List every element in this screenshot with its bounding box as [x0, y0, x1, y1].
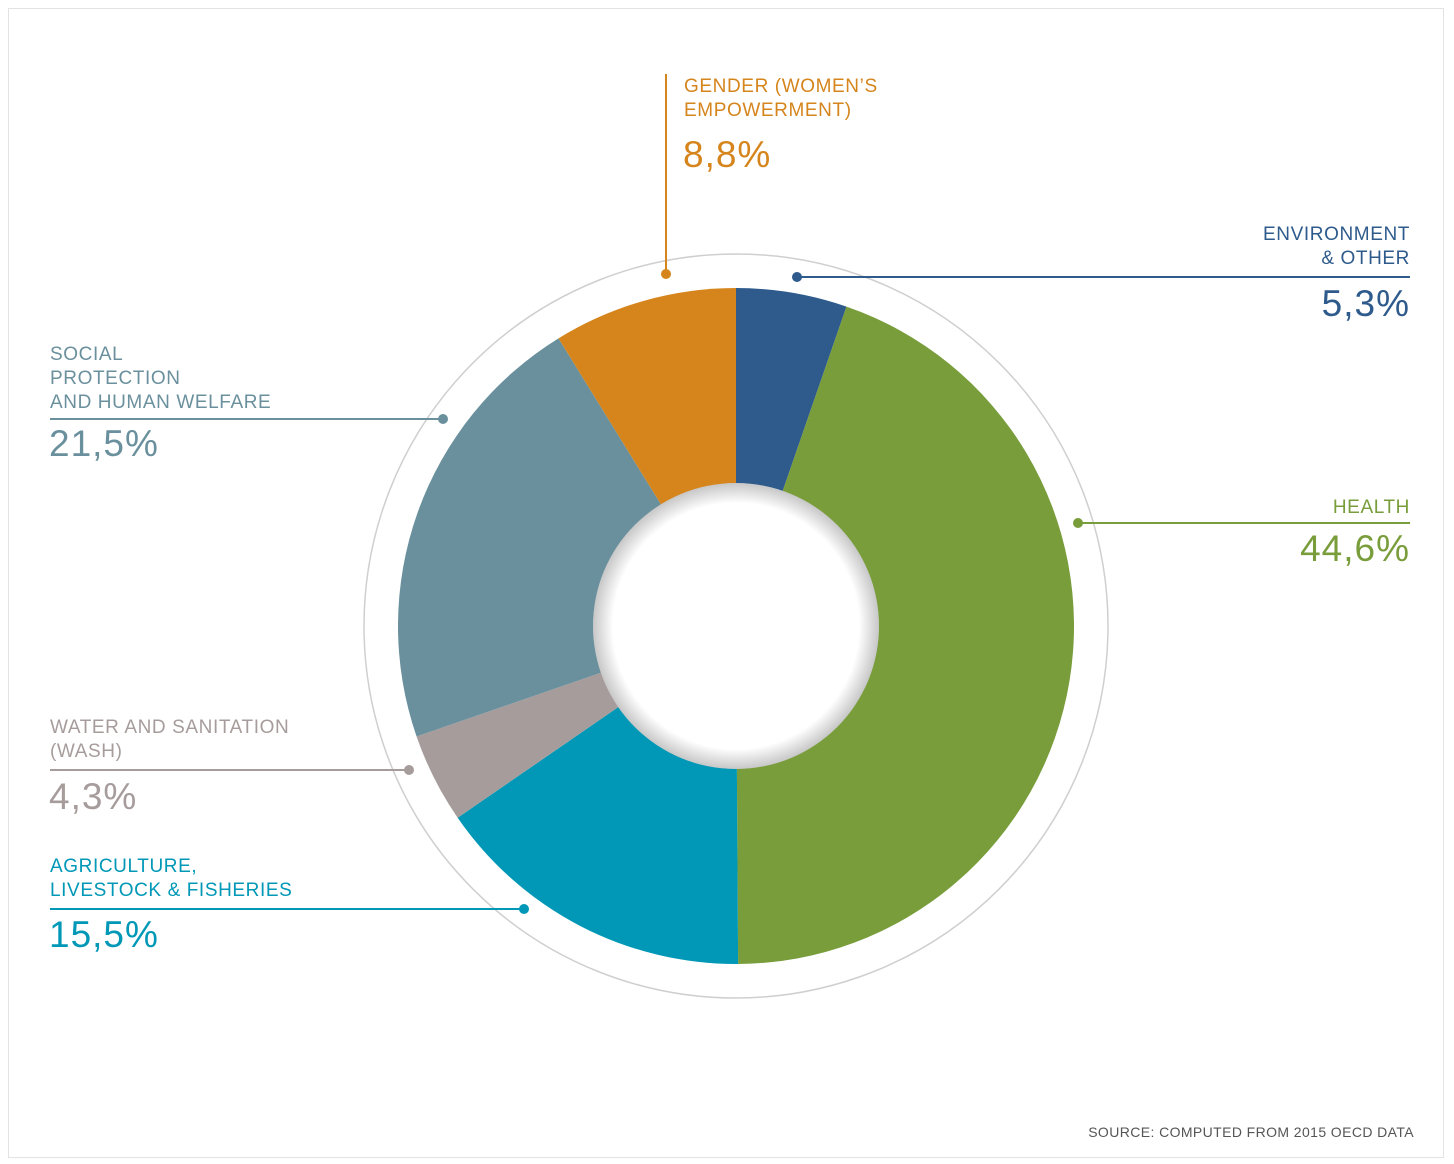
leader-dot-health — [1073, 518, 1083, 528]
label-environment: ENVIRONMENT & OTHER — [1263, 223, 1410, 271]
value-social: 21,5% — [49, 423, 159, 464]
value-agriculture: 15,5% — [49, 914, 159, 955]
label-social: SOCIAL PROTECTION AND HUMAN WELFARE — [50, 343, 271, 415]
label-health-line-1: HEALTH — [1332, 497, 1410, 518]
leader-dot-gender — [661, 269, 671, 279]
label-social-line-3: AND HUMAN WELFARE — [50, 392, 272, 413]
source-note: SOURCE: COMPUTED FROM 2015 OECD DATA — [1088, 1124, 1414, 1140]
leader-dot-environment — [792, 272, 802, 282]
label-water: WATER AND SANITATION (WASH) — [50, 716, 289, 764]
label-water-line-1: WATER AND SANITATION — [50, 717, 290, 738]
label-agriculture-line-1: AGRICULTURE, — [50, 856, 198, 877]
label-water-line-2: (WASH) — [50, 741, 123, 762]
leader-dot-water — [404, 765, 414, 775]
label-agriculture-line-2: LIVESTOCK & FISHERIES — [50, 880, 293, 901]
value-gender: 8,8% — [683, 134, 772, 175]
label-health: HEALTH — [1333, 496, 1410, 520]
donut-hole-shadow — [593, 483, 879, 769]
label-environment-line-2: & OTHER — [1321, 248, 1410, 269]
value-environment: 5,3% — [1321, 283, 1410, 324]
value-water: 4,3% — [49, 776, 138, 817]
chart-frame — [8, 8, 1444, 1158]
label-agriculture: AGRICULTURE, LIVESTOCK & FISHERIES — [50, 855, 292, 903]
leader-dot-social — [438, 414, 448, 424]
label-gender-line-1: GENDER (WOMEN’S — [684, 76, 878, 97]
label-environment-line-1: ENVIRONMENT — [1263, 224, 1410, 245]
label-gender-line-2: EMPOWERMENT) — [684, 100, 852, 121]
slice-health — [736, 306, 1074, 964]
label-gender: GENDER (WOMEN’S EMPOWERMENT) — [684, 75, 878, 123]
label-social-line-2: PROTECTION — [50, 368, 181, 389]
value-health: 44,6% — [1300, 528, 1410, 569]
label-social-line-1: SOCIAL — [50, 344, 124, 365]
outer-ring — [363, 253, 1109, 999]
leader-dot-agriculture — [519, 904, 529, 914]
